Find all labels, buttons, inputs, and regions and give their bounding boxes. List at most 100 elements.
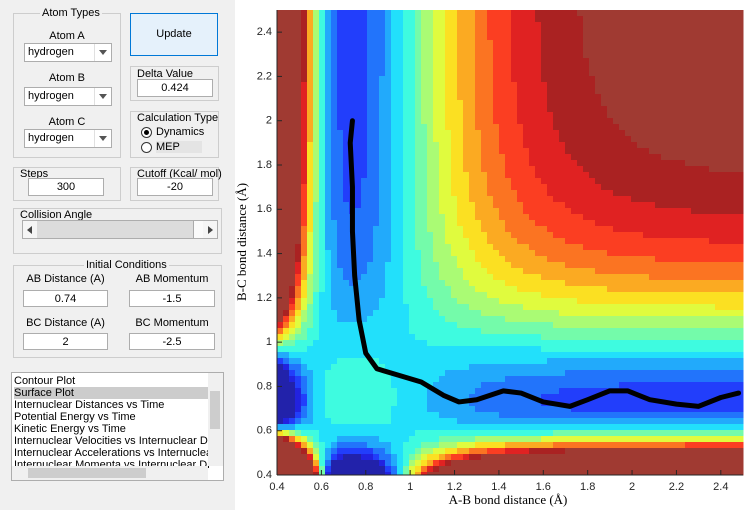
surface-cell [625, 64, 632, 71]
surface-cell [433, 10, 440, 17]
surface-cell [301, 460, 308, 467]
surface-cell [463, 334, 470, 341]
surface-cell [355, 124, 362, 131]
surface-cell [601, 298, 608, 305]
surface-cell [631, 106, 638, 113]
surface-cell [619, 262, 626, 269]
surface-cell [547, 112, 554, 119]
surface-cell [385, 274, 392, 281]
surface-cell [385, 460, 392, 467]
surface-cell [547, 10, 554, 17]
surface-cell [565, 400, 572, 407]
surface-cell [343, 208, 350, 215]
surface-cell [505, 172, 512, 179]
surface-cell [625, 190, 632, 197]
surface-cell [445, 358, 452, 365]
surface-cell [493, 346, 500, 353]
surface-cell [583, 280, 590, 287]
surface-cell [439, 142, 446, 149]
surface-cell [559, 142, 566, 149]
surface-cell [481, 94, 488, 101]
surface-cell [415, 28, 422, 35]
surface-cell [601, 160, 608, 167]
surface-cell [427, 310, 434, 317]
surface-cell [463, 268, 470, 275]
surface-cell [571, 322, 578, 329]
surface-cell [613, 154, 620, 161]
surface-cell [547, 280, 554, 287]
surface-cell [277, 262, 284, 269]
surface-cell [349, 310, 356, 317]
surface-cell [439, 196, 446, 203]
surface-cell [373, 34, 380, 41]
surface-cell [499, 52, 506, 59]
surface-cell [649, 418, 656, 425]
surface-cell [637, 214, 644, 221]
surface-cell [637, 52, 644, 59]
surface-cell [517, 244, 524, 251]
surface-cell [313, 136, 320, 143]
surface-cell [595, 100, 602, 107]
surface-cell [541, 340, 548, 347]
surface-cell [487, 112, 494, 119]
surface-cell [571, 370, 578, 377]
surface-cell [289, 346, 296, 353]
surface-cell [529, 256, 536, 263]
surface-cell [277, 328, 284, 335]
surface-cell [583, 34, 590, 41]
surface-cell [625, 130, 632, 137]
surface-cell [421, 352, 428, 359]
surface-cell [601, 94, 608, 101]
surface-cell [505, 244, 512, 251]
surface-cell [541, 370, 548, 377]
surface-cell [655, 430, 662, 437]
surface-cell [637, 298, 644, 305]
surface-cell [367, 460, 374, 467]
surface-cell [397, 214, 404, 221]
surface-cell [283, 46, 290, 53]
surface-cell [391, 460, 398, 467]
surface-cell [505, 256, 512, 263]
surface-cell [523, 52, 530, 59]
surface-cell [457, 130, 464, 137]
surface-cell [385, 58, 392, 65]
surface-cell [625, 328, 632, 335]
surface-cell [583, 46, 590, 53]
surface-cell [487, 448, 494, 455]
surface-cell [463, 430, 470, 437]
surface-cell [595, 202, 602, 209]
surface-cell [643, 364, 650, 371]
surface-cell [487, 352, 494, 359]
surface-cell [397, 382, 404, 389]
surface-cell [463, 190, 470, 197]
surface-cell [391, 190, 398, 197]
surface-cell [421, 400, 428, 407]
surface-cell [541, 64, 548, 71]
surface-cell [379, 400, 386, 407]
surface-cell [487, 70, 494, 77]
surface-cell [463, 154, 470, 161]
surface-cell [277, 40, 284, 47]
surface-cell [595, 208, 602, 215]
surface-cell [469, 358, 476, 365]
surface-cell [589, 70, 596, 77]
surface-cell [601, 274, 608, 281]
surface-cell [319, 196, 326, 203]
surface-cell [541, 382, 548, 389]
surface-cell [277, 220, 284, 227]
surface-cell [619, 370, 626, 377]
surface-cell [457, 52, 464, 59]
surface-cell [337, 316, 344, 323]
surface-cell [427, 346, 434, 353]
surface-cell [583, 118, 590, 125]
surface-cell [499, 364, 506, 371]
surface-cell [337, 40, 344, 47]
surface-cell [505, 106, 512, 113]
surface-cell [619, 448, 626, 455]
surface-cell [637, 130, 644, 137]
surface-cell [397, 394, 404, 401]
surface-cell [517, 436, 524, 443]
surface-cell [343, 364, 350, 371]
surface-cell [451, 136, 458, 143]
surface-cell [577, 202, 584, 209]
